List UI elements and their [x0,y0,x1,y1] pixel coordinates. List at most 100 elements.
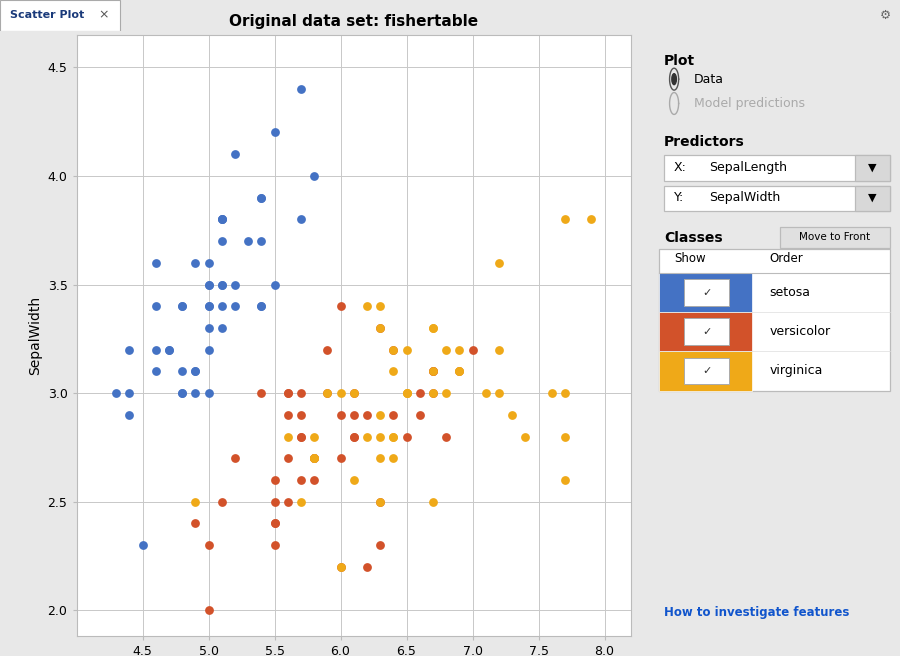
Point [373,497,387,507]
Point [254,192,268,203]
Point [386,409,400,420]
Point [346,431,361,441]
Point [228,453,242,464]
Point [320,388,335,398]
Point [400,388,414,398]
Point [360,562,374,572]
Text: versicolor: versicolor [770,325,831,338]
Point [544,388,559,398]
Text: ✓: ✓ [702,327,711,337]
Point [320,344,335,355]
FancyBboxPatch shape [659,352,752,390]
Point [267,279,282,290]
Point [267,497,282,507]
Point [333,453,347,464]
Point [281,388,295,398]
Point [426,388,440,398]
Point [202,605,216,615]
Point [333,409,347,420]
FancyBboxPatch shape [855,186,890,211]
Point [175,301,189,312]
Point [373,453,387,464]
Point [214,236,229,246]
Point [281,453,295,464]
Point [214,279,229,290]
Point [254,301,268,312]
Text: ⚙: ⚙ [879,9,891,22]
Point [188,258,202,268]
Text: How to investigate features: How to investigate features [664,605,850,619]
Point [584,214,598,224]
Point [452,344,466,355]
Point [426,366,440,377]
Point [228,149,242,159]
Point [293,409,308,420]
Text: ▼: ▼ [868,193,877,203]
Text: SepalLength: SepalLength [709,161,788,174]
Point [175,388,189,398]
Point [307,453,321,464]
Point [426,323,440,333]
Point [122,409,137,420]
Point [373,497,387,507]
Point [241,236,256,246]
Point [254,301,268,312]
Text: Scatter Plot: Scatter Plot [10,10,85,20]
Point [307,475,321,485]
Point [373,409,387,420]
Point [439,388,454,398]
Point [135,540,149,550]
Point [281,388,295,398]
Point [293,475,308,485]
Point [214,214,229,224]
Point [148,258,163,268]
Point [452,366,466,377]
FancyBboxPatch shape [855,155,890,180]
Point [333,562,347,572]
Point [558,214,572,224]
Point [202,344,216,355]
Point [202,323,216,333]
FancyBboxPatch shape [659,312,752,352]
Point [386,344,400,355]
Point [175,366,189,377]
Point [412,409,427,420]
Point [281,497,295,507]
Point [281,409,295,420]
Point [400,431,414,441]
Point [228,301,242,312]
Point [214,214,229,224]
Point [360,409,374,420]
Point [188,518,202,529]
FancyBboxPatch shape [779,227,890,247]
FancyBboxPatch shape [659,273,752,312]
Point [214,497,229,507]
Point [293,84,308,94]
Point [558,388,572,398]
Text: Move to Front: Move to Front [799,232,870,241]
Point [293,431,308,441]
Point [175,301,189,312]
Point [320,388,335,398]
Point [346,388,361,398]
FancyBboxPatch shape [664,155,890,180]
Point [307,431,321,441]
Point [346,388,361,398]
Point [267,540,282,550]
Text: Order: Order [770,252,803,265]
Point [491,388,506,398]
Text: setosa: setosa [770,286,811,299]
Point [505,409,519,420]
Text: Plot: Plot [664,54,695,68]
Point [267,127,282,138]
Point [188,388,202,398]
Point [426,497,440,507]
Point [293,388,308,398]
Point [202,388,216,398]
Point [400,344,414,355]
Text: ▼: ▼ [868,162,877,173]
Point [267,518,282,529]
Point [518,431,533,441]
Point [148,344,163,355]
Title: Original data set: fishertable: Original data set: fishertable [230,14,478,30]
